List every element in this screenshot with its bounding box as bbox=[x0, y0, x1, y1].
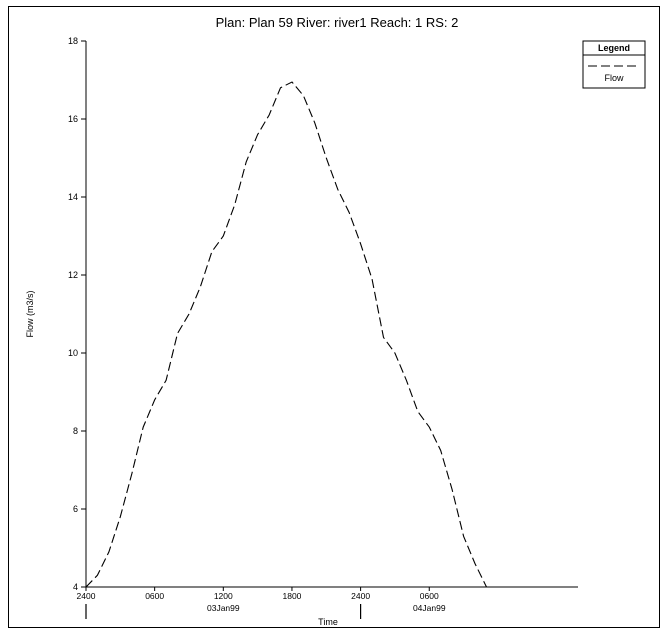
flow-hydrograph-chart: Plan: Plan 59 River: river1 Reach: 1 RS:… bbox=[25, 15, 646, 627]
y-tick-label: 6 bbox=[73, 504, 78, 514]
legend-title: Legend bbox=[598, 43, 630, 53]
y-axis-ticks: 4 6 8 10 12 14 16 18 bbox=[68, 36, 86, 592]
x-tick-label: 1800 bbox=[282, 591, 301, 601]
y-axis-label: Flow (m3/s) bbox=[25, 290, 35, 337]
y-tick-label: 8 bbox=[73, 426, 78, 436]
plot-frame: Plan: Plan 59 River: river1 Reach: 1 RS:… bbox=[8, 6, 660, 628]
x-tick-label: 0600 bbox=[145, 591, 164, 601]
x-axis-ticks: 2400 0600 1200 1800 2400 0600 03Jan99 04Jan99 bbox=[77, 587, 446, 619]
y-tick-label: 16 bbox=[68, 114, 78, 124]
y-tick-label: 18 bbox=[68, 36, 78, 46]
legend-border bbox=[582, 40, 646, 89]
flow-series-line bbox=[85, 81, 578, 588]
x-tick-label: 2400 bbox=[351, 591, 370, 601]
x-axis-label: Time bbox=[318, 617, 338, 627]
y-tick-label: 4 bbox=[73, 582, 78, 592]
legend-box: Legend Flow bbox=[582, 40, 646, 89]
legend-flow-label: Flow bbox=[604, 73, 624, 83]
chart-title: Plan: Plan 59 River: river1 Reach: 1 RS:… bbox=[216, 15, 459, 30]
x-date-label: 03Jan99 bbox=[207, 603, 240, 613]
x-tick-label: 0600 bbox=[420, 591, 439, 601]
y-tick-label: 10 bbox=[68, 348, 78, 358]
y-tick-label: 14 bbox=[68, 192, 78, 202]
x-date-label: 04Jan99 bbox=[413, 603, 446, 613]
x-tick-label: 2400 bbox=[77, 591, 96, 601]
y-tick-label: 12 bbox=[68, 270, 78, 280]
x-tick-label: 1200 bbox=[214, 591, 233, 601]
